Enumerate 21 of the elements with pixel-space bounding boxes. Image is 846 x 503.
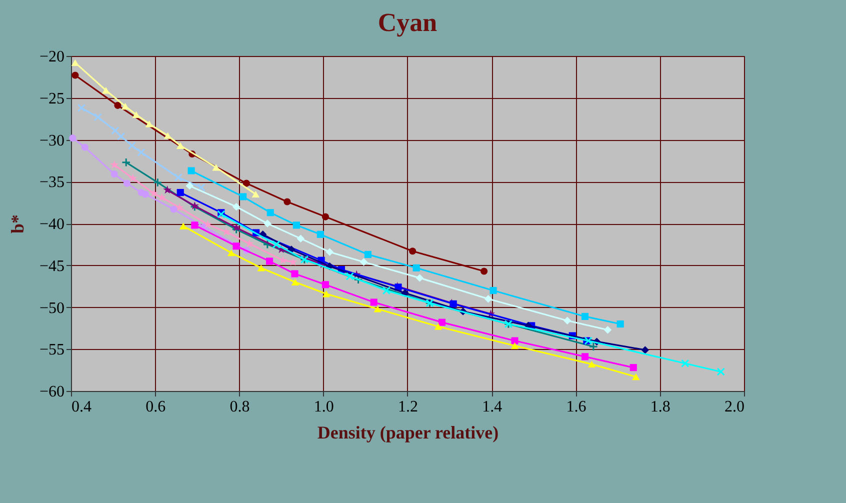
x-tick-label: 1.0 [314, 398, 334, 416]
y-tick-label: −45 [39, 258, 64, 275]
y-axis-title: b* [7, 214, 28, 234]
y-tick-label: −40 [39, 216, 64, 233]
chart-title: Cyan [378, 8, 438, 37]
y-tick-label: −50 [39, 300, 64, 317]
y-tick-label: −60 [39, 384, 64, 400]
x-tick-label: 1.8 [650, 398, 670, 416]
y-tick-label: −30 [39, 132, 64, 150]
x-tick-label: 1.4 [482, 398, 502, 416]
x-tick-label: 1.6 [566, 398, 586, 416]
y-tick-label: −25 [39, 90, 64, 108]
y-tick-label: −35 [39, 174, 64, 192]
x-tick-label: 0.4 [72, 398, 92, 416]
x-tick-label: 1.2 [398, 398, 418, 416]
x-tick-label: 2.0 [724, 398, 744, 416]
y-tick-label: −20 [39, 48, 64, 66]
y-tick-label: −55 [39, 342, 64, 359]
x-axis-title: Density (paper relative) [317, 422, 499, 442]
x-tick-label: 0.6 [146, 398, 166, 416]
x-tick-label: 0.8 [230, 398, 250, 416]
